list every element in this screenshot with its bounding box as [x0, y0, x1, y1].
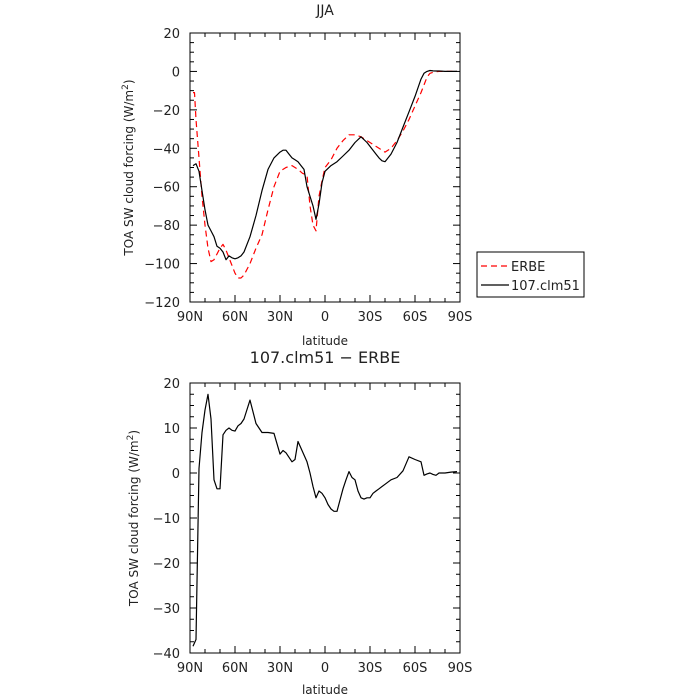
y-tick-label: −40	[153, 142, 180, 157]
x-tick-label: 0	[321, 661, 329, 676]
x-tick-label: 60S	[403, 661, 428, 676]
x-tick-label: 90N	[177, 310, 203, 325]
y-tick-label: −120	[144, 296, 180, 311]
legend-label: ERBE	[511, 260, 545, 275]
y-tick-label: 10	[163, 422, 180, 437]
y-axis-label: TOA SW cloud forcing (W/m2)	[121, 79, 136, 256]
y-tick-label: −60	[153, 181, 180, 196]
chart-panel-2: 90N 60N 30N 0 30S 60S 90S 20 10 0 −10 −20 −30 −40 107.…	[126, 348, 472, 697]
chart-title: JJA	[315, 3, 334, 19]
y-tick-label: −40	[153, 647, 180, 662]
x-tick-label: 90N	[177, 661, 203, 676]
y-axis-label: TOA SW cloud forcing (W/m2)	[126, 430, 141, 607]
y-tick-label: −20	[153, 104, 180, 119]
x-tick-label: 30N	[267, 661, 293, 676]
y-axis-label-text: TOA SW cloud forcing (W/m	[122, 90, 136, 257]
y-axis-label-superscript: 2	[126, 435, 136, 441]
x-axis-label: latitude	[302, 334, 348, 348]
y-tick-label: −20	[153, 557, 180, 572]
y-tick-label: 20	[163, 377, 180, 392]
y-axis-label-superscript: 2	[121, 84, 131, 90]
y-axis-label-close: )	[122, 79, 136, 84]
x-axis-label: latitude	[302, 683, 348, 697]
chart-panel-1: 90N 60N 30N 0 30S 60S 90S 20 0 −20 −40 −60 −80 −100 −1…	[121, 3, 585, 348]
chart-title: 107.clm51 − ERBE	[250, 348, 401, 367]
y-tick-label: 0	[172, 65, 180, 80]
x-tick-label: 60N	[222, 310, 248, 325]
series-line-difference	[192, 393, 458, 647]
y-tick-label: 0	[172, 467, 180, 482]
legend-label: 107.clm51	[511, 279, 580, 294]
legend-box	[476, 251, 585, 298]
y-tick-label: 20	[163, 27, 180, 42]
y-tick-label: −80	[153, 219, 180, 234]
x-tick-label: 90S	[448, 661, 473, 676]
x-tick-label: 0	[321, 310, 329, 325]
series-line-107-clm51	[192, 69, 457, 261]
x-tick-label: 30N	[267, 310, 293, 325]
x-tick-label: 90S	[448, 310, 473, 325]
x-tick-label: 30S	[358, 661, 383, 676]
series-line-erbe	[193, 70, 457, 279]
y-tick-label: −30	[153, 602, 180, 617]
y-axis-label-close: )	[127, 430, 141, 435]
y-tick-label: −100	[144, 258, 180, 273]
x-tick-label: 60S	[403, 310, 428, 325]
y-axis-label-text: TOA SW cloud forcing (W/m	[127, 440, 141, 607]
legend: ERBE 107.clm51	[476, 251, 585, 298]
x-tick-label: 30S	[358, 310, 383, 325]
plot-frame	[189, 382, 461, 654]
x-tick-label: 60N	[222, 661, 248, 676]
y-tick-label: −10	[153, 512, 180, 527]
